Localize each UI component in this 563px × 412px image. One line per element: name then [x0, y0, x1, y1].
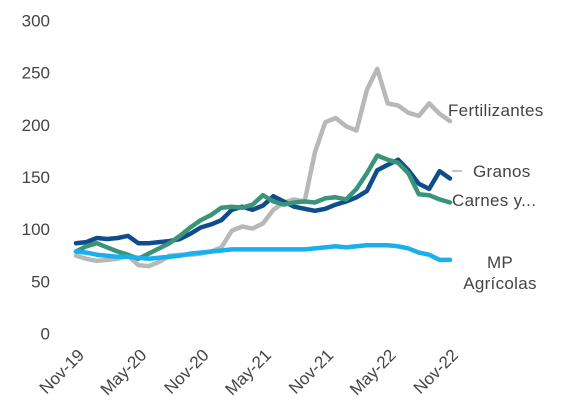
y-tick-label: 0	[41, 324, 50, 343]
series-line	[73, 66, 453, 269]
series-label: Fertilizantes	[448, 101, 544, 120]
x-tick-label: May-20	[97, 346, 151, 400]
y-tick-label: 100	[22, 220, 50, 239]
series-label: MP Agrícolas	[463, 253, 537, 293]
x-tick-label: Nov-21	[285, 346, 337, 398]
y-tick-label: 150	[22, 168, 50, 187]
x-tick-label: Nov-22	[410, 346, 462, 398]
y-tick-label: 200	[22, 116, 50, 135]
series-line	[73, 243, 453, 263]
series-line	[73, 157, 453, 246]
x-tick-label: Nov-19	[36, 346, 88, 398]
series-label: Carnes y...	[452, 191, 537, 210]
x-tick-label: Nov-20	[160, 346, 212, 398]
y-tick-label: 300	[22, 11, 50, 30]
x-tick-label: May-21	[221, 346, 275, 400]
series-label: Granos	[473, 162, 531, 181]
y-tick-label: 250	[22, 64, 50, 83]
x-tick-label: May-22	[346, 346, 400, 400]
y-tick-label: 50	[31, 272, 50, 291]
